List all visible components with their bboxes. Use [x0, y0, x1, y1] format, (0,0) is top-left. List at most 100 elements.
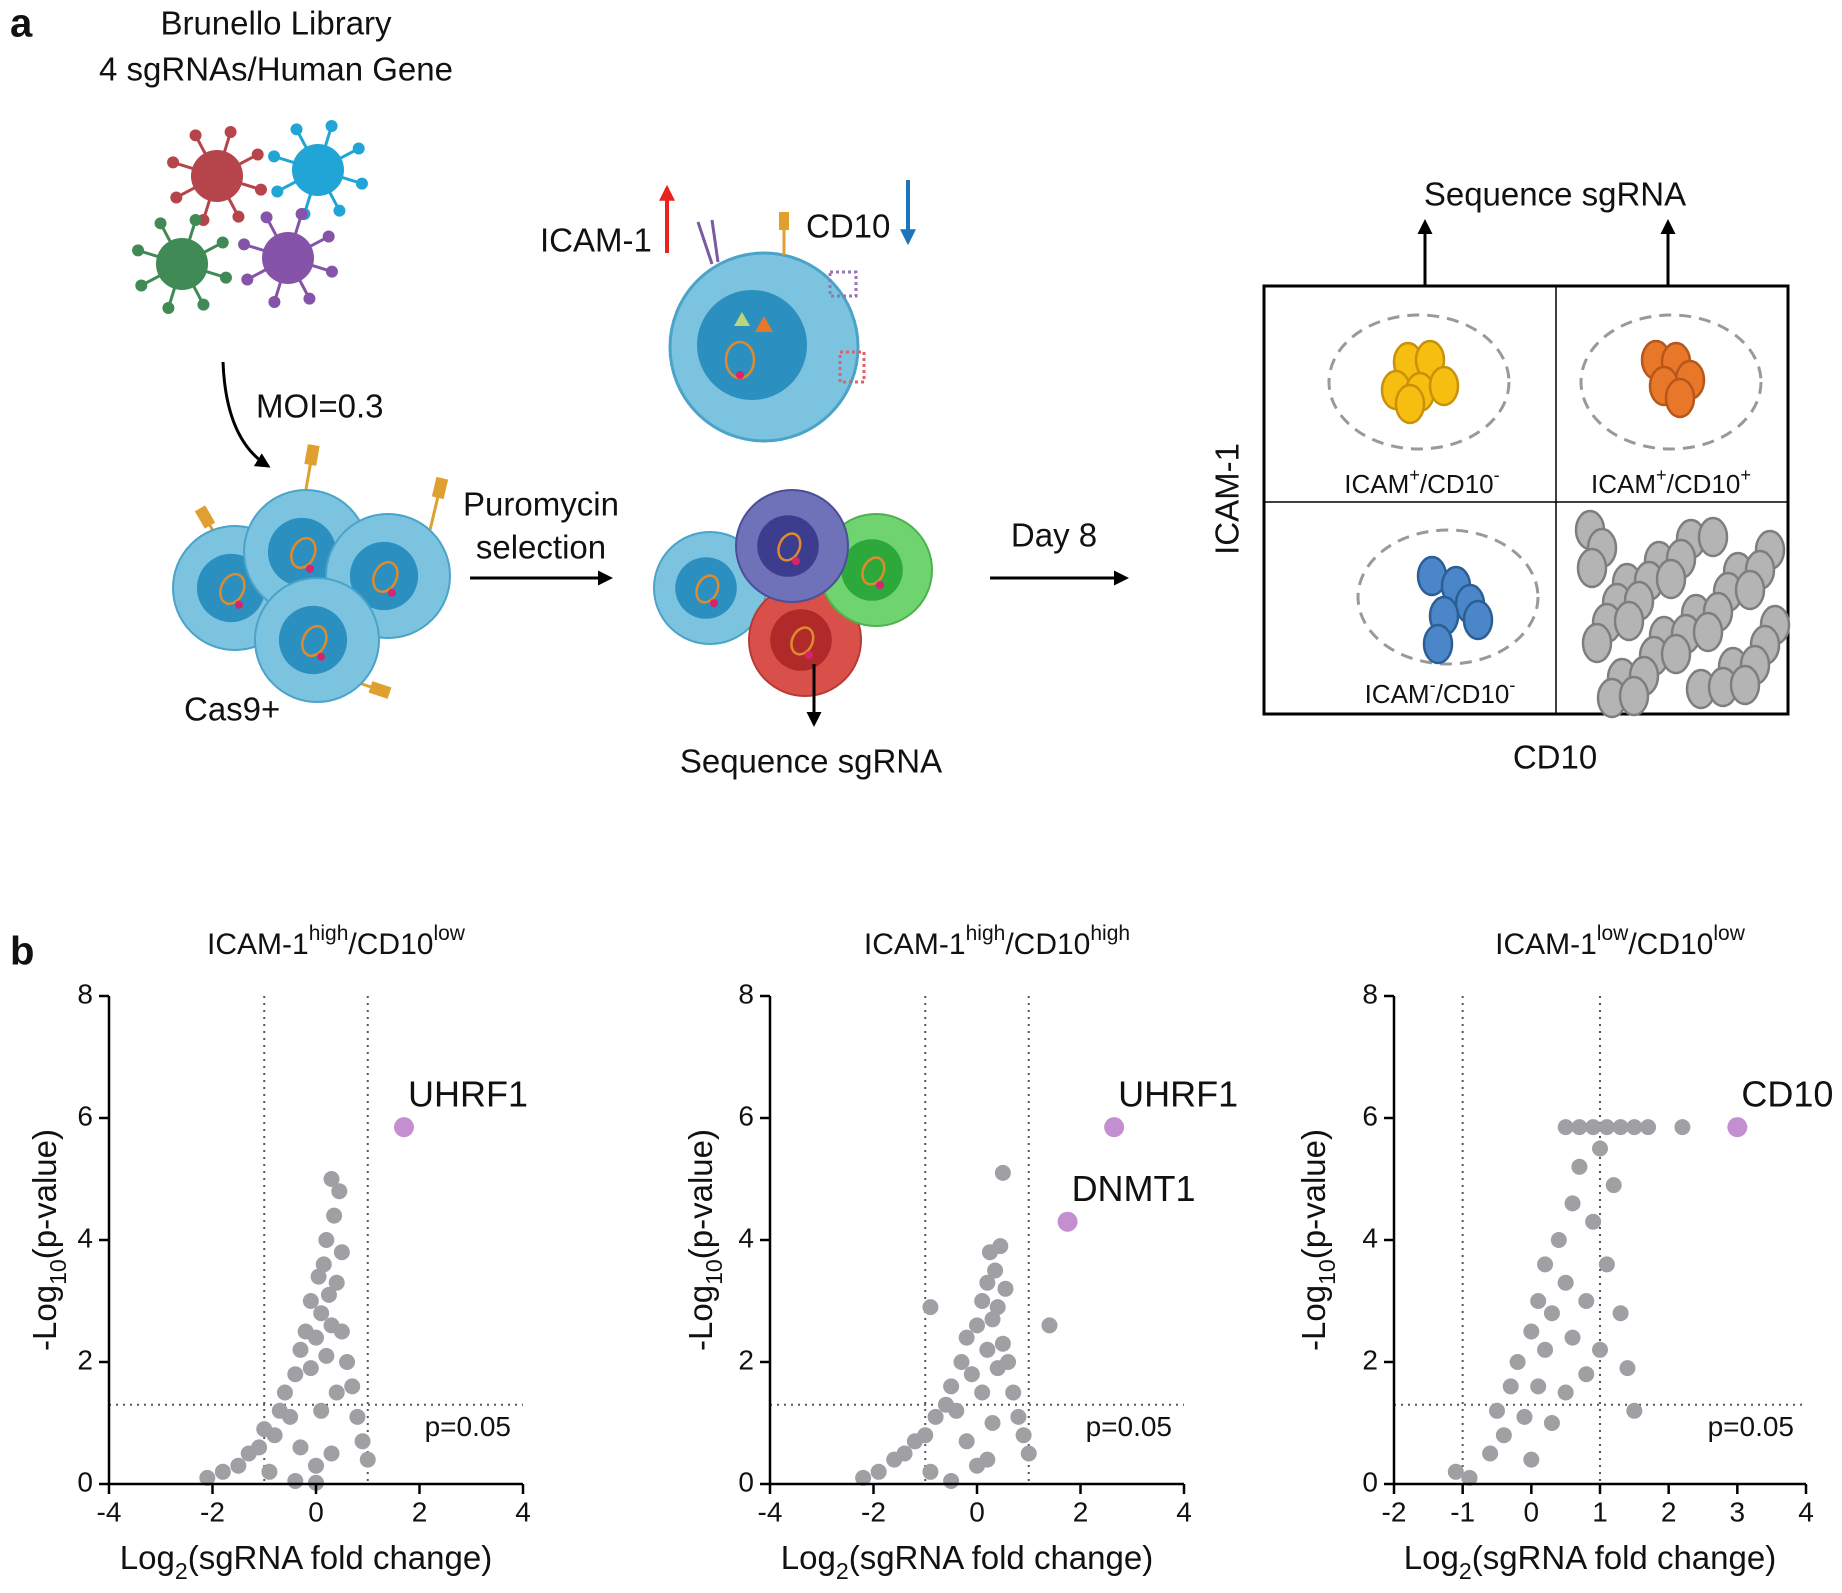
point	[1612, 1305, 1629, 1322]
selection-label: selection	[476, 529, 606, 566]
point	[282, 1408, 299, 1425]
text-part: +	[1409, 465, 1420, 485]
point	[969, 1317, 985, 1334]
x-tick-label: -2	[1382, 1496, 1407, 1527]
point	[943, 1472, 960, 1489]
x-tick-label: 4	[1176, 1496, 1192, 1527]
text-part: 10	[701, 1259, 727, 1285]
y-axis-label: -Log10(p-value)	[26, 1129, 71, 1351]
nucleus	[675, 557, 737, 619]
text-part: ICAM	[1344, 469, 1409, 499]
point	[302, 1293, 319, 1309]
text-part: (p-value)	[26, 1129, 63, 1259]
dot	[792, 557, 800, 566]
threshold-label: p=0.05	[1086, 1411, 1172, 1442]
point	[1550, 1232, 1567, 1248]
point	[1578, 1366, 1595, 1383]
panel-label: b	[10, 930, 34, 974]
point	[292, 1341, 309, 1358]
text-part: +	[1656, 465, 1667, 485]
point	[1619, 1360, 1636, 1377]
nucleus	[278, 605, 348, 675]
gate	[1356, 528, 1540, 666]
text-part: Log	[120, 1539, 175, 1576]
point	[984, 1311, 1001, 1328]
point	[958, 1329, 975, 1346]
chart-title: ICAM-1high/CD10high	[864, 922, 1130, 961]
cell-oval	[1618, 675, 1650, 717]
text-part: (sgRNA fold change)	[1472, 1539, 1777, 1576]
point	[354, 1433, 371, 1450]
point	[1592, 1140, 1608, 1157]
text-part: 2	[836, 1558, 849, 1584]
text-part: (p-value)	[1295, 1129, 1332, 1259]
point	[1015, 1427, 1032, 1444]
cell-oval	[1734, 569, 1766, 611]
point	[302, 1360, 319, 1377]
point	[1447, 1463, 1464, 1480]
x-tick-label: 4	[515, 1496, 531, 1527]
gate	[1579, 313, 1763, 451]
virus-knob	[322, 230, 335, 243]
point	[333, 1244, 350, 1261]
x-tick-label: -4	[758, 1496, 783, 1527]
point	[359, 1451, 376, 1468]
point-label: DNMT1	[1072, 1168, 1196, 1209]
receptor-head	[368, 681, 392, 699]
nucleus	[349, 541, 419, 611]
virus-knob	[268, 150, 281, 163]
x-axis-label: Log2(sgRNA fold change)	[120, 1539, 492, 1584]
text-part: -	[1509, 675, 1515, 695]
text-part: ICAM-1	[1495, 928, 1597, 961]
dot	[876, 581, 884, 590]
text-part: +	[1740, 465, 1751, 485]
y-tick-label: 0	[1362, 1466, 1378, 1497]
selection-label: Puromycin	[463, 486, 619, 523]
point	[313, 1402, 330, 1419]
point	[1530, 1293, 1547, 1309]
dot	[306, 564, 314, 573]
y-tick-label: 4	[738, 1222, 754, 1253]
plasmid	[790, 626, 815, 656]
x-tick-label: -4	[97, 1496, 122, 1527]
virus-knob	[232, 210, 245, 223]
cell-oval	[1729, 664, 1761, 706]
text-part: /CD10	[1005, 928, 1090, 961]
virus	[292, 144, 344, 196]
marker-label: CD10	[806, 208, 890, 245]
y-tick-label: 2	[738, 1344, 754, 1375]
point	[261, 1463, 278, 1480]
virus-knob	[167, 156, 180, 169]
x-tick-label: 0	[969, 1496, 985, 1527]
virus-knob	[241, 273, 254, 286]
point	[1598, 1119, 1615, 1136]
plasmid	[219, 572, 246, 606]
nucleus	[267, 517, 337, 587]
y-tick-label: 2	[77, 1344, 93, 1375]
point	[1578, 1293, 1595, 1309]
point	[349, 1408, 366, 1425]
point	[953, 1354, 970, 1370]
point	[308, 1329, 324, 1346]
virus-knob	[325, 265, 338, 278]
point	[1557, 1384, 1574, 1401]
text-part: low	[433, 922, 465, 945]
arrow	[221, 361, 271, 468]
point	[310, 1268, 327, 1285]
point	[1000, 1354, 1017, 1370]
chart-title: ICAM-1high/CD10low	[207, 922, 466, 961]
nucleus	[757, 515, 819, 577]
point	[331, 1183, 348, 1200]
point	[1104, 1117, 1125, 1138]
dot	[235, 600, 243, 609]
panel-label: a	[10, 2, 33, 46]
chart-title: ICAM-1low/CD10low	[1495, 922, 1746, 961]
quadrant-label: ICAM-/CD10-	[1365, 675, 1516, 709]
point	[989, 1299, 1006, 1316]
point	[1605, 1177, 1622, 1194]
text-part: Log	[781, 1539, 836, 1576]
triangle	[734, 312, 750, 326]
dot	[736, 371, 744, 379]
point	[199, 1469, 216, 1486]
point	[292, 1439, 309, 1456]
